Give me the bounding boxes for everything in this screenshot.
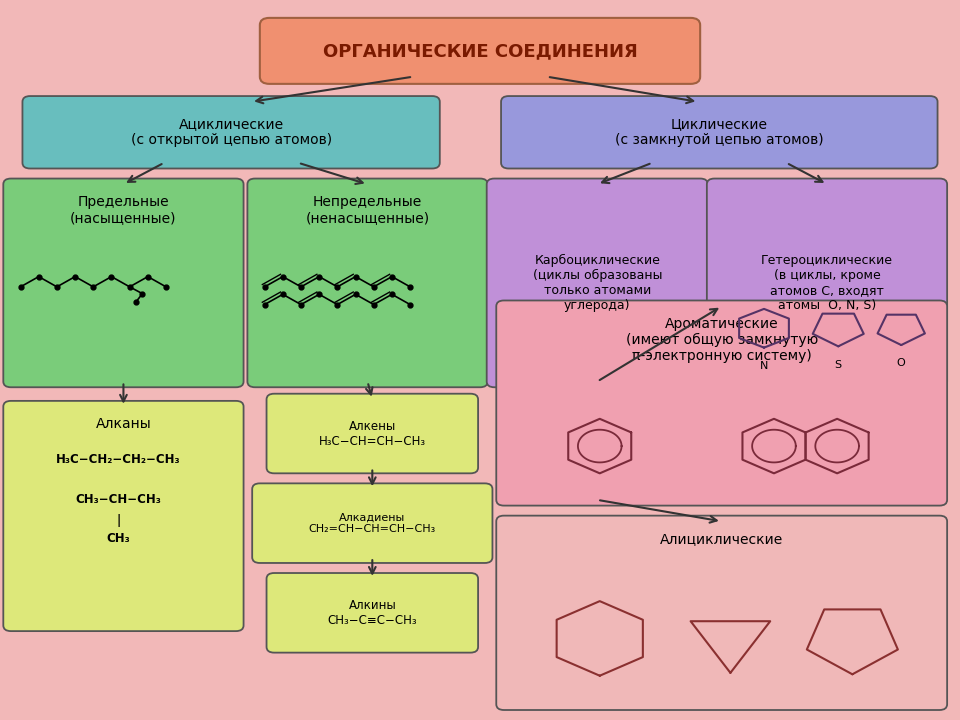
- Text: Алканы: Алканы: [96, 418, 152, 431]
- Text: Предельные
(насыщенные): Предельные (насыщенные): [70, 195, 177, 225]
- Text: O: O: [897, 359, 905, 369]
- Text: H₃C−CH₂−CH₂−CH₃: H₃C−CH₂−CH₂−CH₃: [57, 453, 181, 467]
- Text: Ациклические
(с открытой цепью атомов): Ациклические (с открытой цепью атомов): [131, 117, 332, 148]
- FancyBboxPatch shape: [267, 573, 478, 652]
- Text: Циклические
(с замкнутой цепью атомов): Циклические (с замкнутой цепью атомов): [615, 117, 824, 148]
- FancyBboxPatch shape: [252, 483, 492, 563]
- Text: CH₃: CH₃: [107, 532, 131, 545]
- FancyBboxPatch shape: [3, 401, 244, 631]
- FancyBboxPatch shape: [260, 18, 700, 84]
- FancyBboxPatch shape: [501, 96, 938, 168]
- Text: S: S: [834, 360, 842, 370]
- Text: Ароматические
(имеют общую замкнутую
π-электронную систему): Ароматические (имеют общую замкнутую π-э…: [626, 317, 818, 364]
- FancyBboxPatch shape: [248, 179, 488, 387]
- FancyBboxPatch shape: [267, 394, 478, 473]
- Text: Гетероциклические
(в циклы, кроме
атомов С, входят
атомы  О, N, S): Гетероциклические (в циклы, кроме атомов…: [761, 254, 893, 312]
- Text: Алкадиены
CH₂=CH−CH=CH−CH₃: Алкадиены CH₂=CH−CH=CH−CH₃: [309, 513, 436, 534]
- FancyBboxPatch shape: [496, 300, 948, 505]
- FancyBboxPatch shape: [496, 516, 948, 710]
- Text: ОРГАНИЧЕСКИЕ СОЕДИНЕНИЯ: ОРГАНИЧЕСКИЕ СОЕДИНЕНИЯ: [323, 42, 637, 60]
- FancyBboxPatch shape: [487, 179, 708, 387]
- Text: Алициклические: Алициклические: [660, 532, 783, 546]
- Text: |: |: [116, 514, 121, 527]
- Text: N: N: [759, 361, 768, 372]
- Text: Алкины
CH₃−C≡C−CH₃: Алкины CH₃−C≡C−CH₃: [327, 599, 418, 627]
- Text: Карбоциклические
(циклы образованы
только атомами
углерода): Карбоциклические (циклы образованы тольк…: [533, 254, 662, 312]
- Text: CH₃−CH−CH₃: CH₃−CH−CH₃: [76, 492, 161, 505]
- Text: Алкены
H₃C−CH=CH−CH₃: Алкены H₃C−CH=CH−CH₃: [319, 420, 426, 448]
- Text: Непредельные
(ненасыщенные): Непредельные (ненасыщенные): [305, 195, 429, 225]
- FancyBboxPatch shape: [3, 179, 244, 387]
- FancyBboxPatch shape: [707, 179, 948, 387]
- FancyBboxPatch shape: [22, 96, 440, 168]
